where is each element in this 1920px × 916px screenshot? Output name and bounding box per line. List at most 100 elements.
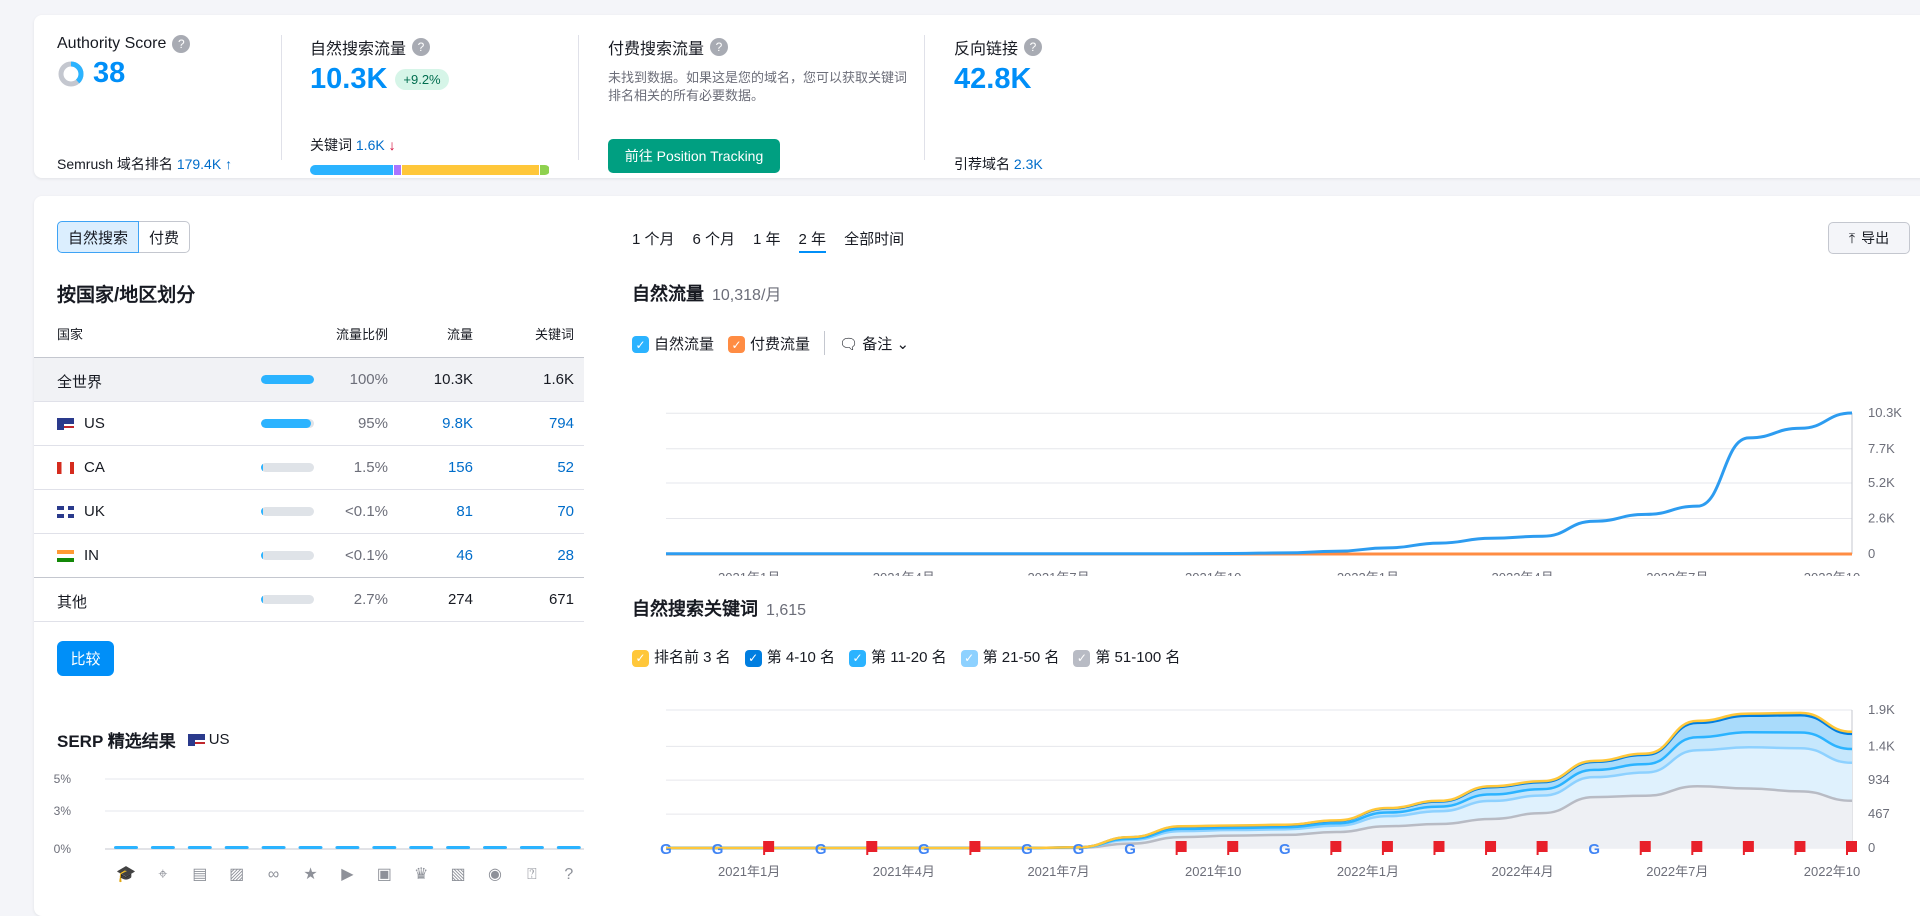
traffic-value[interactable]: 46: [456, 547, 473, 564]
google-update-icon[interactable]: G: [1124, 841, 1136, 858]
domain-rank-value[interactable]: 179.4K: [176, 156, 222, 172]
legend-paid-traffic[interactable]: ✓ 付费流量: [728, 333, 810, 354]
column-header-keywords[interactable]: 关键词: [534, 327, 574, 342]
serp-bar[interactable]: [409, 846, 434, 849]
range-3[interactable]: 2 年: [798, 228, 827, 253]
crown-icon[interactable]: ♛: [414, 866, 428, 883]
serp-bar[interactable]: [556, 846, 581, 849]
export-button[interactable]: ⤒ 导出: [1828, 222, 1910, 254]
serp-bar[interactable]: [261, 846, 286, 849]
info-icon[interactable]: ?: [172, 35, 191, 53]
note-flag-icon[interactable]: [1691, 841, 1703, 855]
serp-country[interactable]: US: [208, 731, 230, 748]
range-2[interactable]: 1 年: [753, 231, 781, 248]
graduation-cap-icon[interactable]: 🎓: [116, 866, 136, 883]
referring-domains-value[interactable]: 2.3K: [1013, 156, 1043, 172]
country-name[interactable]: UK: [57, 503, 105, 520]
note-flag-icon[interactable]: [866, 841, 878, 855]
note-flag-icon[interactable]: [1742, 841, 1754, 855]
range-4[interactable]: 全部时间: [844, 231, 905, 248]
organic-traffic-chart[interactable]: 0 2.6K 5.2K 7.7K 10.3K 2021年1月 2021年4月 2021年7月 2…: [632, 366, 1920, 576]
column-header-share[interactable]: 流量比例: [335, 327, 388, 342]
keywords-value[interactable]: 28: [557, 547, 574, 564]
range-0[interactable]: 1 个月: [632, 231, 675, 248]
serp-bar[interactable]: [224, 846, 249, 849]
question-icon[interactable]: ?: [564, 866, 573, 883]
traffic-value[interactable]: 156: [447, 459, 473, 476]
backlinks-value[interactable]: 42.8K: [954, 63, 1032, 95]
tab-paid[interactable]: 付费: [139, 221, 191, 253]
serp-bar[interactable]: [114, 846, 138, 849]
traffic-value[interactable]: 9.8K: [442, 415, 473, 432]
country-name[interactable]: US: [57, 415, 105, 432]
star-icon[interactable]: ★: [303, 866, 317, 883]
range-1[interactable]: 6 个月: [692, 231, 736, 248]
legend-organic-traffic[interactable]: ✓ 自然流量: [632, 333, 714, 354]
image-icon[interactable]: ▧: [451, 866, 466, 883]
keywords-value[interactable]: 1.6K: [355, 137, 385, 153]
serp-bar[interactable]: [150, 846, 175, 849]
info-icon[interactable]: ?: [412, 38, 431, 56]
google-update-icon[interactable]: G: [815, 841, 827, 858]
note-flag-icon[interactable]: [1794, 841, 1806, 855]
news-icon[interactable]: ▤: [192, 866, 207, 883]
video-icon[interactable]: ▶: [341, 866, 354, 883]
google-update-icon[interactable]: G: [1073, 841, 1085, 858]
country-row[interactable]: IN <0.1% 46 28: [34, 534, 584, 578]
note-flag-icon[interactable]: [1485, 841, 1497, 855]
note-flag-icon[interactable]: [1639, 841, 1651, 855]
tab-organic[interactable]: 自然搜索: [57, 221, 140, 253]
legend-item[interactable]: ✓ 第 4-10 名: [744, 646, 835, 667]
country-row[interactable]: UK <0.1% 81 70: [34, 490, 584, 534]
serp-bar[interactable]: [483, 846, 507, 849]
note-flag-icon[interactable]: [1433, 841, 1445, 855]
country-name[interactable]: CA: [57, 459, 105, 476]
series-line-organic[interactable]: [665, 411, 1853, 556]
position-tracking-button[interactable]: 前往 Position Tracking: [608, 139, 780, 173]
country-row[interactable]: 其他 2.7% 274 671: [34, 578, 584, 622]
legend-item[interactable]: ✓ 第 11-20 名: [849, 646, 947, 667]
google-update-icon[interactable]: G: [1588, 841, 1600, 858]
country-name[interactable]: 全世界: [57, 374, 103, 391]
info-icon[interactable]: ?: [1024, 38, 1043, 56]
google-update-icon[interactable]: G: [1279, 841, 1291, 858]
faq-icon[interactable]: ⍰: [527, 866, 537, 883]
traffic-value[interactable]: 81: [456, 503, 473, 520]
note-flag-icon[interactable]: [1330, 841, 1342, 855]
note-flag-icon[interactable]: [1227, 841, 1239, 855]
compare-button[interactable]: 比较: [57, 641, 114, 676]
serp-bar[interactable]: [519, 846, 544, 849]
organic-traffic-value[interactable]: 10.3K: [310, 63, 388, 95]
google-update-icon[interactable]: G: [660, 841, 672, 858]
serp-bar[interactable]: [335, 846, 360, 849]
country-row[interactable]: 全世界 100% 10.3K 1.6K: [34, 358, 584, 402]
google-update-icon[interactable]: G: [712, 841, 724, 858]
note-flag-icon[interactable]: [763, 841, 775, 855]
column-header-traffic[interactable]: 流量: [446, 327, 473, 342]
country-name[interactable]: 其他: [57, 594, 88, 611]
note-flag-icon[interactable]: [1846, 841, 1857, 855]
play-icon[interactable]: ◉: [488, 866, 502, 883]
note-flag-icon[interactable]: [1381, 841, 1393, 855]
note-flag-icon[interactable]: [969, 841, 981, 855]
link-icon[interactable]: ∞: [268, 866, 279, 883]
keywords-value[interactable]: 52: [557, 459, 574, 476]
country-row[interactable]: US 95% 9.8K 794: [34, 402, 584, 446]
country-row[interactable]: CA 1.5% 156 52: [34, 446, 584, 490]
serp-bar[interactable]: [446, 846, 471, 849]
location-pin-icon[interactable]: ⌖: [158, 866, 167, 883]
keywords-value[interactable]: 70: [557, 503, 574, 520]
serp-bar[interactable]: [187, 846, 212, 849]
legend-item[interactable]: ✓ 排名前 3 名: [632, 646, 731, 667]
keywords-value[interactable]: 794: [548, 415, 574, 432]
legend-item[interactable]: ✓ 第 51-100 名: [1073, 646, 1180, 667]
notes-dropdown[interactable]: 🗨 备注 ⌄: [839, 333, 909, 354]
legend-item[interactable]: ✓ 第 21-50 名: [960, 646, 1059, 667]
image-pack-icon[interactable]: ▨: [229, 866, 244, 883]
country-name[interactable]: IN: [57, 547, 99, 564]
google-update-icon[interactable]: G: [918, 841, 930, 858]
info-icon[interactable]: ?: [710, 38, 729, 56]
video-carousel-icon[interactable]: ▣: [377, 866, 392, 883]
serp-bar[interactable]: [298, 846, 323, 849]
note-flag-icon[interactable]: [1536, 841, 1548, 855]
